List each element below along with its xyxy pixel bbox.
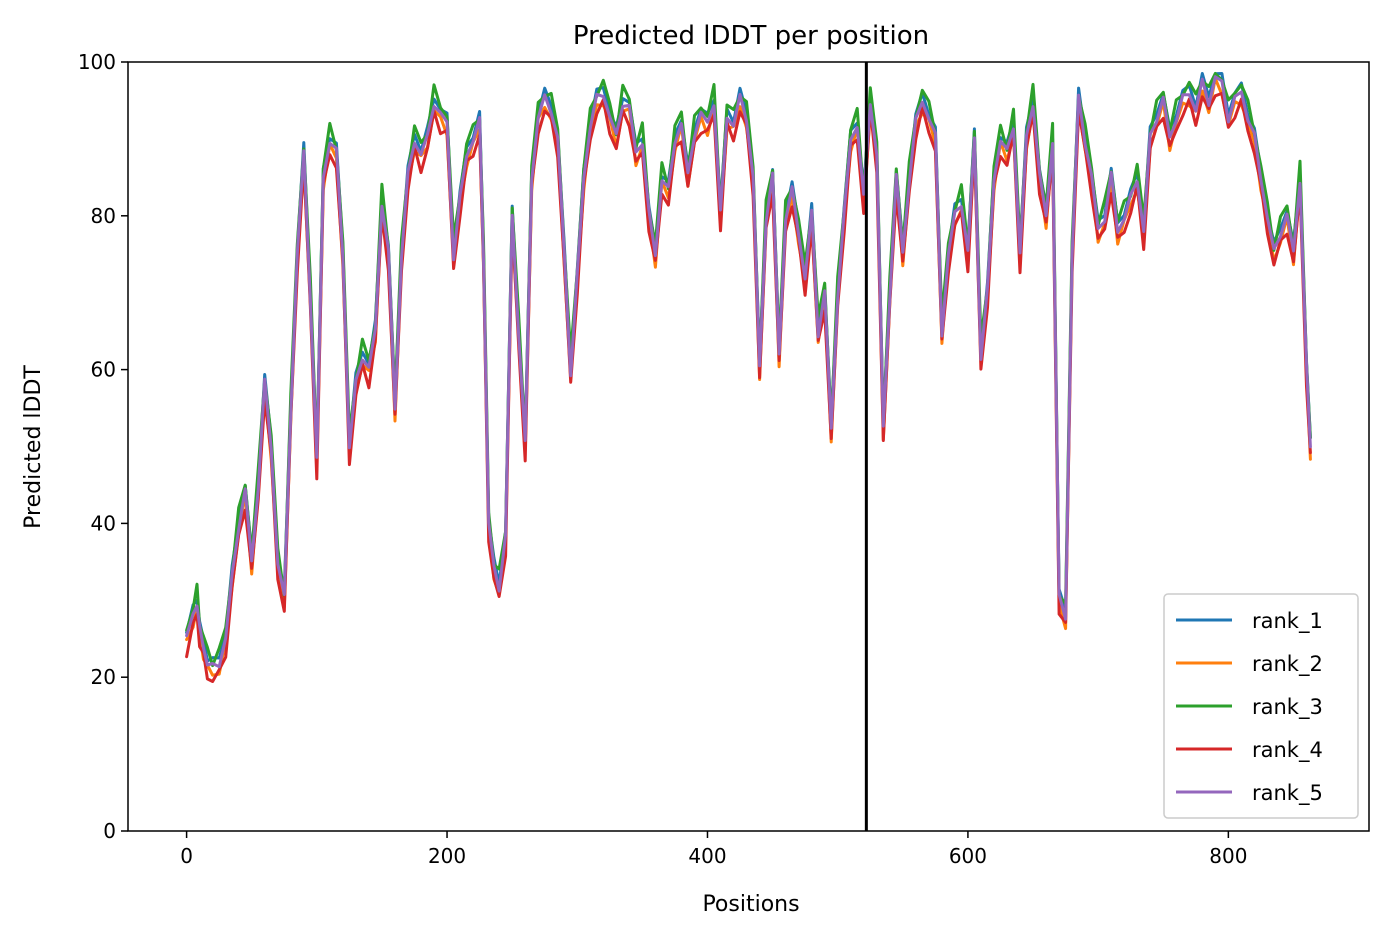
y-tick-label: 80 xyxy=(91,204,116,228)
legend-box xyxy=(1163,593,1359,819)
legend: rank_1 rank_2 rank_3 rank_4 rank_5 xyxy=(1163,593,1359,819)
x-tick-label: 200 xyxy=(428,844,466,868)
y-axis: 0 20 40 60 80 100 xyxy=(78,50,128,843)
x-tick-label: 800 xyxy=(1209,844,1247,868)
series-line-rank-5 xyxy=(185,75,1312,669)
legend-label-rank-4: rank_4 xyxy=(1252,738,1323,763)
series-line-rank-4 xyxy=(185,91,1312,683)
series-line-rank-1 xyxy=(185,72,1312,663)
y-tick-label: 60 xyxy=(91,358,116,382)
y-tick-label: 100 xyxy=(78,50,116,74)
legend-label-rank-3: rank_3 xyxy=(1252,695,1323,720)
x-tick-label: 0 xyxy=(180,844,193,868)
y-axis-label: Predicted lDDT xyxy=(21,365,46,529)
x-tick-label: 600 xyxy=(949,844,987,868)
legend-label-rank-1: rank_1 xyxy=(1252,609,1323,634)
chart-title: Predicted lDDT per position xyxy=(573,21,929,51)
y-tick-label: 0 xyxy=(103,819,116,843)
legend-label-rank-5: rank_5 xyxy=(1252,781,1323,806)
x-tick-label: 400 xyxy=(688,844,726,868)
plot-frame xyxy=(127,61,1370,832)
y-tick-label: 40 xyxy=(91,511,116,535)
x-axis-label: Positions xyxy=(702,892,799,917)
x-axis: 0 200 400 600 800 xyxy=(180,831,1247,868)
y-tick-label: 20 xyxy=(91,665,116,689)
series-layer xyxy=(185,72,1312,683)
legend-label-rank-2: rank_2 xyxy=(1252,652,1323,677)
